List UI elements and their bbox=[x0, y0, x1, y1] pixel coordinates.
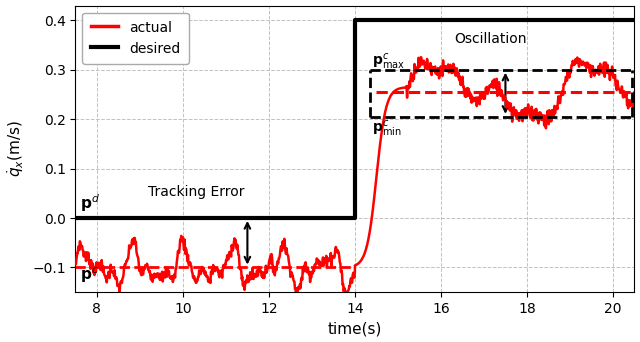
actual bbox=[630, 90, 638, 94]
actual bbox=[342, 293, 350, 298]
Text: Oscillation: Oscillation bbox=[454, 31, 526, 45]
Line: actual: actual bbox=[76, 57, 634, 295]
actual bbox=[72, 260, 79, 264]
actual bbox=[502, 105, 510, 109]
Legend: actual, desired: actual, desired bbox=[83, 13, 189, 64]
Text: $\mathbf{p}^c_{\min}$: $\mathbf{p}^c_{\min}$ bbox=[372, 119, 402, 139]
Line: desired: desired bbox=[76, 21, 634, 218]
X-axis label: time(s): time(s) bbox=[328, 321, 382, 337]
desired bbox=[351, 18, 359, 23]
desired bbox=[630, 18, 638, 23]
Text: Tracking Error: Tracking Error bbox=[148, 185, 245, 199]
actual bbox=[337, 270, 345, 274]
actual bbox=[417, 55, 425, 59]
actual bbox=[136, 269, 144, 274]
Text: $\mathbf{p}^d$: $\mathbf{p}^d$ bbox=[80, 193, 100, 214]
actual bbox=[394, 87, 401, 91]
desired bbox=[72, 216, 79, 220]
Text: $\mathbf{p}^c$: $\mathbf{p}^c$ bbox=[80, 265, 99, 285]
actual bbox=[305, 271, 312, 275]
desired bbox=[351, 216, 359, 220]
Y-axis label: $\dot{q}_{x}$(m/s): $\dot{q}_{x}$(m/s) bbox=[6, 120, 26, 177]
Text: $\mathbf{p}^c_{\max}$: $\mathbf{p}^c_{\max}$ bbox=[372, 52, 405, 72]
actual bbox=[86, 260, 94, 264]
